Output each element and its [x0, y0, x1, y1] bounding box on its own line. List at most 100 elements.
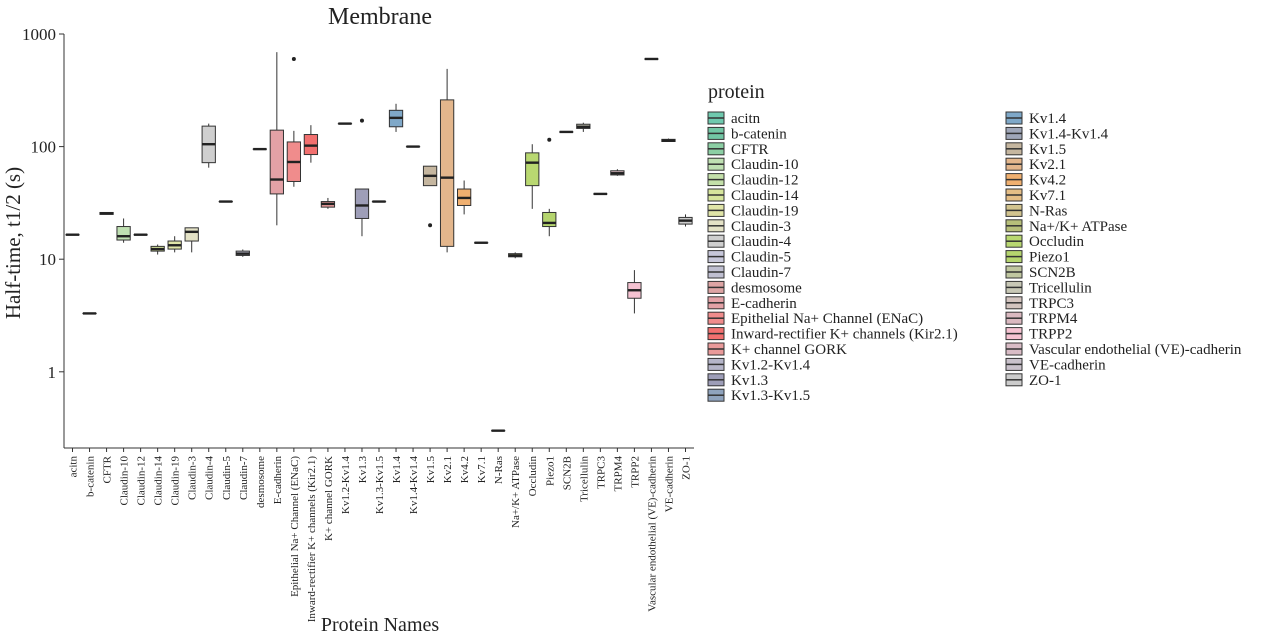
x-tick-label: Kv7.1 — [476, 456, 488, 483]
legend-label: Epithelial Na+ Channel (ENaC) — [731, 311, 923, 327]
legend-item: Claudin-14 — [707, 188, 799, 204]
legend-label: Kv7.1 — [1029, 188, 1066, 204]
legend-item: b-catenin — [707, 126, 787, 142]
x-tick-label: ZO-1 — [680, 456, 692, 480]
x-tick-label: Inward-rectifier K+ channels (Kir2.1) — [306, 456, 318, 623]
legend-item: Claudin-12 — [707, 173, 799, 189]
legend-item: Kv2.1 — [1005, 157, 1066, 173]
legend-label: SCN2B — [1029, 265, 1076, 281]
legend-label: E-cadherin — [731, 296, 797, 312]
x-tick-label: Piezo1 — [544, 456, 556, 486]
x-tick-label: Claudin-10 — [119, 456, 131, 506]
legend-label: desmosome — [731, 280, 802, 296]
legend-label: Kv4.2 — [1029, 173, 1066, 189]
box — [525, 152, 540, 187]
boxplot — [422, 165, 438, 228]
legend-item: Claudin-7 — [707, 265, 791, 281]
legend-label: Vascular endothelial (VE)-cadherin — [1029, 342, 1242, 358]
legend-item: Kv1.3-Kv1.5 — [707, 388, 810, 404]
legend-item: ZO-1 — [1005, 373, 1062, 389]
legend-item: Kv1.3 — [707, 373, 768, 389]
x-ticks: acitn b-catenin CFTR Claudin-10 Claudin-12 Cl… — [68, 448, 692, 623]
y-ticks: 1 10 100 1000 — [22, 25, 64, 382]
box — [354, 188, 370, 219]
plot-marks — [65, 52, 693, 432]
legend-item: Na+/K+ ATPase — [1005, 219, 1128, 235]
legend-item: Epithelial Na+ Channel (ENaC) — [707, 311, 923, 327]
x-tick-label: Claudin-12 — [136, 456, 148, 506]
x-tick-label: Kv1.4 — [391, 456, 403, 484]
legend-item: Kv1.2-Kv1.4 — [707, 357, 811, 373]
legend-label: Kv2.1 — [1029, 157, 1066, 173]
x-tick-label: TRPM4 — [612, 456, 624, 492]
legend-label: Piezo1 — [1029, 250, 1070, 266]
legend-item: Piezo1 — [1005, 250, 1070, 266]
y-tick-label: 1000 — [22, 25, 56, 44]
legend-label: Occludin — [1029, 234, 1084, 250]
legend: protein acitnb-cateninCFTRClaudin-10Clau… — [707, 81, 1242, 404]
x-tick-label: Tricellulin — [578, 456, 590, 503]
box — [269, 129, 284, 195]
legend-item: N-Ras — [1005, 203, 1067, 219]
x-tick-label: SCN2B — [561, 456, 573, 490]
legend-label: acitn — [731, 111, 761, 127]
boxplot — [150, 244, 165, 255]
outlier-point — [428, 223, 433, 228]
boxplot — [167, 236, 182, 253]
boxplot — [661, 138, 676, 142]
legend-label: Claudin-4 — [731, 234, 791, 250]
x-tick-label: N-Ras — [493, 456, 505, 484]
x-tick-label: Vascular endothelial (VE)-cadherin — [646, 456, 658, 612]
boxplot — [439, 68, 455, 253]
legend-label: Kv1.4 — [1029, 111, 1067, 127]
legend-label: Claudin-14 — [731, 188, 799, 204]
legend-item: Kv1.5 — [1005, 142, 1066, 158]
x-tick-label: Epithelial Na+ Channel (ENaC) — [289, 456, 301, 597]
boxplot — [456, 180, 472, 215]
legend-item: Claudin-3 — [707, 219, 791, 235]
boxplot — [269, 52, 284, 226]
legend-item: acitn — [707, 111, 761, 127]
x-tick-label: Kv1.3 — [357, 456, 369, 484]
x-tick-label: VE-cadherin — [663, 456, 675, 513]
legend-item: Claudin-5 — [707, 250, 791, 266]
boxplot — [576, 122, 591, 132]
legend-item: Vascular endothelial (VE)-cadherin — [1005, 342, 1242, 358]
boxplot — [678, 214, 693, 227]
boxplot — [525, 144, 540, 209]
boxplot — [235, 249, 250, 257]
x-tick-label: CFTR — [102, 455, 114, 483]
legend-item: Claudin-19 — [707, 203, 799, 219]
box — [184, 227, 199, 242]
x-tick-label: Kv2.1 — [442, 456, 454, 483]
legend-label: Claudin-7 — [731, 265, 791, 281]
y-tick-label: 100 — [31, 138, 57, 157]
boxplot — [388, 103, 404, 132]
legend-label: Claudin-12 — [731, 173, 799, 189]
legend-item: Kv4.2 — [1005, 173, 1066, 189]
legend-label: Claudin-10 — [731, 157, 799, 173]
x-tick-label: Kv4.2 — [459, 456, 471, 483]
x-tick-label: Kv1.2-Kv1.4 — [340, 456, 352, 515]
chart-title: Membrane — [328, 4, 432, 30]
boxplot — [354, 118, 370, 237]
legend-item: Occludin — [1005, 234, 1084, 250]
x-axis-label: Protein Names — [321, 614, 440, 636]
legend-item: Claudin-4 — [707, 234, 791, 250]
legend-item: TRPM4 — [1005, 311, 1078, 327]
legend-label: ZO-1 — [1029, 373, 1062, 389]
x-tick-label: Na+/K+ ATPase — [510, 456, 522, 528]
x-tick-label: Occludin — [527, 456, 539, 497]
boxplot — [184, 227, 199, 253]
boxplot — [320, 197, 336, 209]
legend-item: TRPP2 — [1005, 327, 1072, 343]
legend-item: Claudin-10 — [707, 157, 799, 173]
legend-label: Claudin-19 — [731, 203, 799, 219]
legend-label: Claudin-3 — [731, 219, 791, 235]
legend-item: CFTR — [707, 142, 769, 158]
boxplot — [99, 211, 114, 215]
legend-item: TRPC3 — [1005, 296, 1074, 312]
legend-item: K+ channel GORK — [707, 342, 847, 358]
x-tick-label: Claudin-5 — [221, 456, 233, 500]
boxplot — [542, 137, 557, 237]
